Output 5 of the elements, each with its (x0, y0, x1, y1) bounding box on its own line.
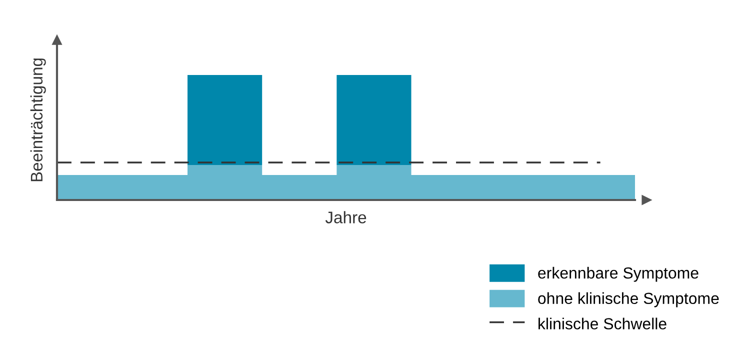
x-axis-title: Jahre (325, 211, 366, 224)
legend-label: erkennbare Symptome (538, 266, 698, 282)
y-axis-title: Beeinträchtigung (30, 58, 46, 182)
legend-label: klinische Schwelle (538, 318, 666, 330)
legend-label: ohne klinische Symptome (538, 292, 719, 308)
